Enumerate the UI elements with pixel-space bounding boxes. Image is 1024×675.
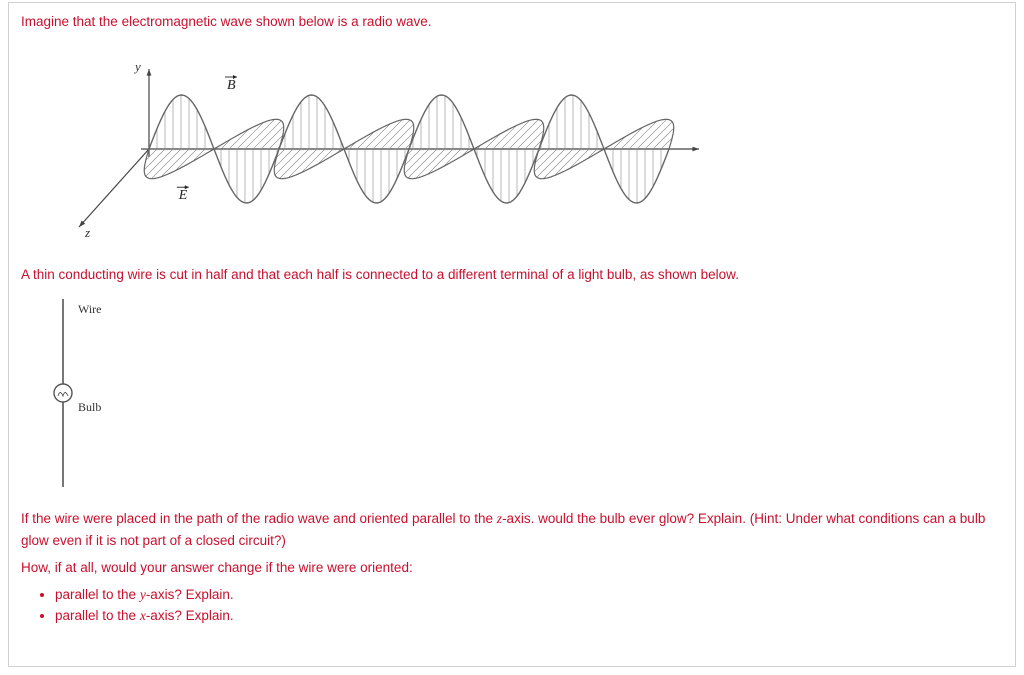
bullet1-post: -axis? Explain. <box>146 587 234 602</box>
list-item: parallel to the x-axis? Explain. <box>55 606 1003 627</box>
em-wave-svg: xyzBE <box>41 39 701 249</box>
svg-text:y: y <box>133 59 141 74</box>
wire-setup-text: A thin conducting wire is cut in half an… <box>21 264 1003 286</box>
main-q-part1: If the wire were placed in the path of t… <box>21 511 497 526</box>
svg-text:Bulb: Bulb <box>78 400 101 414</box>
orientation-list: parallel to the y-axis? Explain. paralle… <box>21 585 1003 627</box>
intro-text: Imagine that the electromagnetic wave sh… <box>21 11 1003 33</box>
wire-bulb-svg: Wire Bulb <box>33 293 133 493</box>
svg-text:B: B <box>227 78 236 93</box>
svg-text:E: E <box>178 188 188 203</box>
svg-text:Wire: Wire <box>78 302 102 316</box>
wire-bulb-figure: Wire Bulb <box>33 293 1003 498</box>
question-card: Imagine that the electromagnetic wave sh… <box>8 2 1016 667</box>
svg-text:z: z <box>84 225 90 240</box>
list-item: parallel to the y-axis? Explain. <box>55 585 1003 606</box>
em-wave-figure: xyzBE <box>41 39 1003 254</box>
bullet1-pre: parallel to the <box>55 587 140 602</box>
followup-text: How, if at all, would your answer change… <box>21 557 1003 579</box>
bullet2-post: -axis? Explain. <box>146 608 234 623</box>
bullet2-pre: parallel to the <box>55 608 140 623</box>
main-question: If the wire were placed in the path of t… <box>21 508 1003 551</box>
